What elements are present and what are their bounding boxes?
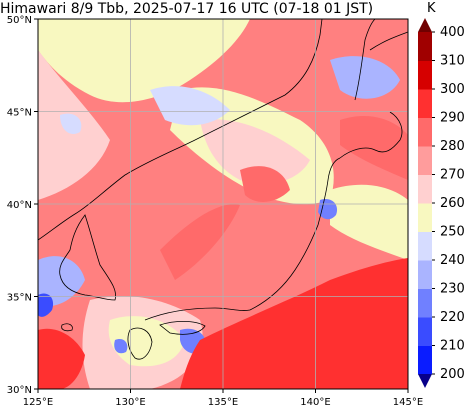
coast-japan-honshu — [249, 157, 341, 311]
coast-kyushu — [127, 327, 153, 360]
lon-tick-label-2: 135°E — [208, 397, 238, 408]
lon-tick-label-0: 125°E — [23, 397, 53, 408]
colorbar-segment-11 — [418, 32, 432, 61]
colorbar-tick-label-4: 240 — [440, 253, 465, 268]
warm-band-2 — [240, 166, 290, 202]
warm-band-1 — [160, 204, 240, 280]
colorbar-tick-label-9: 290 — [440, 111, 465, 126]
colorbar-tick-label-1: 210 — [440, 339, 465, 354]
lat-tick-label-3: 45°N — [7, 108, 32, 119]
colorbar-segment-4 — [418, 231, 432, 261]
colorbar-tick-label-2: 220 — [440, 310, 465, 325]
colorbar-segment-9 — [418, 89, 432, 118]
cold-cloud-8 — [114, 339, 128, 354]
lat-tick-label-4: 50°N — [7, 15, 32, 26]
lon-tick-label-1: 130°E — [115, 397, 145, 408]
colorbar-tick-label-8: 280 — [440, 139, 465, 154]
coast-korea — [59, 214, 117, 301]
colorbar-segment-2 — [418, 288, 432, 318]
colorbar-tick-label-6: 260 — [440, 196, 465, 211]
colorbar-tick-label-0: 200 — [440, 367, 465, 382]
coast-cheju — [61, 323, 73, 332]
cold-cloud-1 — [150, 86, 230, 126]
coast-east-upper — [369, 31, 408, 51]
colorbar-tick-label-10: 300 — [440, 82, 465, 97]
colorbar-segment-7 — [418, 146, 432, 175]
coast-japan-shikoku — [159, 320, 206, 335]
cloud-band-north — [38, 19, 250, 103]
cold-cloud-2 — [330, 56, 400, 99]
colorbar-tick-label-12: 400 — [440, 25, 465, 40]
cloud-south-pale — [108, 316, 185, 367]
coast-sakhalin — [354, 19, 376, 101]
coast-japan-south — [144, 307, 251, 321]
coast-china-north — [38, 19, 323, 241]
colorbar-segment-1 — [418, 317, 432, 346]
lat-tick-label-0: 30°N — [7, 385, 32, 396]
colorbar-segment-0 — [418, 345, 432, 375]
coast-hokkaido — [339, 111, 403, 159]
cold-cloud-9 — [60, 113, 82, 135]
colorbar-segment-3 — [418, 260, 432, 289]
cold-cloud-3 — [38, 256, 85, 307]
colorbar-tick-label-7: 270 — [440, 168, 465, 183]
cloud-east — [330, 184, 408, 260]
colorbar-extend-high — [418, 18, 432, 32]
lat-tick-label-1: 35°N — [7, 293, 32, 304]
cloud-band-central-pink — [200, 119, 310, 184]
colorbar-unit: K — [427, 1, 436, 16]
colorbar-tick-label-3: 230 — [440, 282, 465, 297]
colorbar-segment-8 — [418, 117, 432, 147]
cold-cloud-4 — [38, 293, 54, 317]
lon-axis: 125°E 130°E 135°E 140°E 145°E — [23, 389, 423, 408]
colorbar-extend-low — [418, 374, 432, 388]
colorbar-segment-10 — [418, 60, 432, 90]
warm-sea-south — [180, 258, 408, 389]
lon-tick-label-4: 145°E — [393, 397, 423, 408]
warm-sea-east — [340, 115, 408, 180]
colorbar-segment-5 — [418, 203, 432, 232]
warm-sea-southwest — [38, 328, 85, 389]
colorbar-tick-label-11: 310 — [440, 54, 465, 69]
lon-tick-label-3: 140°E — [300, 397, 330, 408]
colorbar-segment-6 — [418, 174, 432, 204]
lat-axis: 30°N 35°N 40°N 45°N 50°N — [7, 15, 38, 396]
lat-tick-label-2: 40°N — [7, 200, 32, 211]
colorbar-tick-label-5: 250 — [440, 225, 465, 240]
map-title: Himawari 8/9 Tbb, 2025-07-17 16 UTC (07-… — [0, 1, 374, 17]
